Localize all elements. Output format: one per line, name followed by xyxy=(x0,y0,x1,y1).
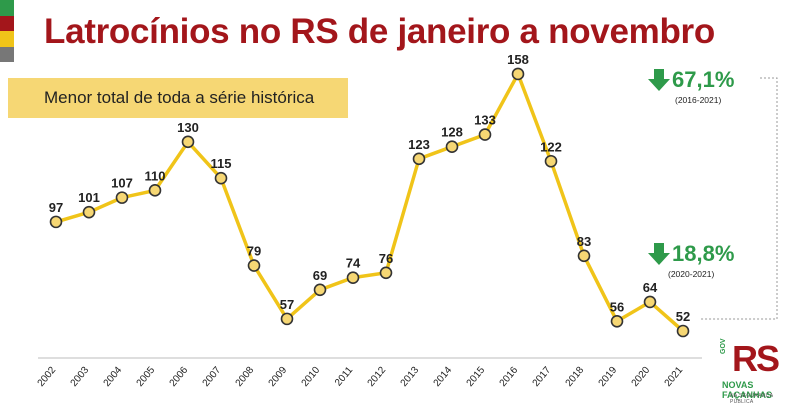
stat-value: 67,1% xyxy=(672,67,735,93)
data-label: 76 xyxy=(379,251,393,266)
x-tick-label: 2008 xyxy=(234,365,257,389)
subtitle-highlight xyxy=(8,78,348,118)
x-tick-label: 2011 xyxy=(333,365,356,389)
flag-stripes xyxy=(0,0,14,62)
logo-rs-text: RS xyxy=(732,338,780,379)
data-label: 122 xyxy=(540,139,562,154)
data-label: 74 xyxy=(346,256,361,271)
rs-government-logo: GOV RS NOVAS FAÇANHAS NA SEGURANÇA PÚBLI… xyxy=(718,338,796,405)
data-point xyxy=(247,259,261,272)
data-label: 69 xyxy=(313,268,327,283)
data-point xyxy=(280,312,294,326)
data-point xyxy=(181,135,195,149)
data-label: 158 xyxy=(507,52,529,67)
data-point xyxy=(148,184,162,197)
data-point xyxy=(49,215,63,229)
stat-range: (2016-2021) xyxy=(675,95,722,105)
data-label: 128 xyxy=(441,125,463,140)
flag-stripe-yellow xyxy=(0,31,14,47)
data-label: 79 xyxy=(247,244,261,259)
flag-stripe-green xyxy=(0,0,14,16)
data-point xyxy=(379,266,393,280)
arrow-down-icon xyxy=(648,69,670,92)
stat-decrease-2016-2021: 67,1% xyxy=(648,66,778,93)
data-label: 115 xyxy=(211,156,232,171)
data-label: 57 xyxy=(280,297,294,312)
data-point xyxy=(478,128,492,141)
x-tick-label: 2019 xyxy=(597,365,620,389)
data-label: 110 xyxy=(145,168,166,183)
data-label: 130 xyxy=(177,120,199,135)
x-tick-label: 2010 xyxy=(300,365,323,389)
flag-stripe-red xyxy=(0,15,14,31)
data-point xyxy=(544,154,558,168)
x-tick-label: 2017 xyxy=(531,365,554,389)
series-line xyxy=(55,72,685,333)
data-point xyxy=(214,171,228,185)
x-tick-label: 2014 xyxy=(432,365,455,389)
stat-decrease-2020-2021: 18,8% xyxy=(648,240,778,267)
flag-stripe-gray xyxy=(0,46,14,62)
data-point xyxy=(82,205,96,219)
data-label: 64 xyxy=(643,280,658,295)
x-tick-label: 2007 xyxy=(201,365,224,389)
data-label: 133 xyxy=(474,113,496,128)
arrow-down-icon xyxy=(648,243,670,266)
logo-brand-text: NOVAS FAÇANHAS xyxy=(722,380,773,400)
logo-gov-text: GOV xyxy=(720,338,727,354)
data-label: 97 xyxy=(49,200,63,215)
data-point xyxy=(511,67,525,81)
data-label: 123 xyxy=(408,137,430,152)
chart-subtitle: Menor total de toda a série histórica xyxy=(44,88,315,107)
data-point xyxy=(313,283,327,297)
x-tick-label: 2012 xyxy=(366,365,389,389)
x-tick-label: 2003 xyxy=(69,365,92,389)
data-point xyxy=(577,249,591,263)
data-label: 83 xyxy=(577,234,591,249)
stat-value: 18,8% xyxy=(672,241,735,267)
chart-title: Latrocínios no RS de janeiro a novembro xyxy=(44,12,715,51)
x-tick-label: 2015 xyxy=(465,365,488,389)
comparison-bracket xyxy=(700,77,778,320)
x-tick-label: 2009 xyxy=(267,365,290,389)
data-point xyxy=(610,314,624,328)
x-tick-label: 2006 xyxy=(168,365,191,389)
data-label: 52 xyxy=(676,309,690,324)
data-point xyxy=(346,271,360,284)
data-point xyxy=(643,295,657,309)
x-tick-label: 2013 xyxy=(399,365,422,389)
data-label: 107 xyxy=(111,176,133,191)
x-tick-label: 2020 xyxy=(630,365,653,389)
data-label: 101 xyxy=(78,190,100,205)
data-point xyxy=(115,191,129,204)
x-tick-label: 2021 xyxy=(663,365,686,389)
x-tick-label: 2016 xyxy=(498,365,521,389)
logo-tagline-text: NA SEGURANÇA PÚBLICA xyxy=(730,393,774,405)
stat-range: (2020-2021) xyxy=(668,269,715,279)
data-point xyxy=(412,152,426,166)
data-label: 56 xyxy=(610,299,624,314)
x-tick-label: 2018 xyxy=(564,365,587,389)
data-point xyxy=(676,324,690,338)
x-tick-label: 2004 xyxy=(102,365,125,389)
data-point xyxy=(445,140,459,153)
x-tick-label: 2005 xyxy=(135,365,158,389)
x-tick-label: 2002 xyxy=(36,365,59,389)
